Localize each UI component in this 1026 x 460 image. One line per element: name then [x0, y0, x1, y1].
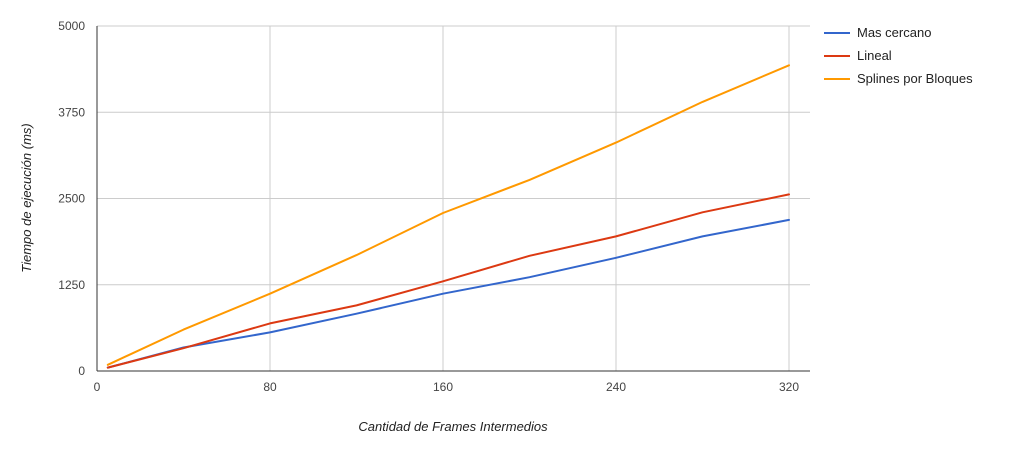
x-tick-label: 0: [94, 380, 101, 394]
x-tick-label: 80: [263, 380, 277, 394]
y-tick-label: 0: [78, 364, 85, 378]
axes: 0 1250 2500 3750 5000 0 80 160 240 320: [58, 19, 810, 394]
legend: Mas cercano Lineal Splines por Bloques: [824, 25, 973, 86]
series-line-1: [106, 193, 790, 369]
y-tick-label: 2500: [58, 192, 85, 206]
x-tick-label: 240: [606, 380, 626, 394]
series-line-2: [106, 64, 790, 366]
y-axis-title: Tiempo de ejecución (ms): [19, 123, 34, 272]
x-tick-label: 160: [433, 380, 453, 394]
legend-label: Mas cercano: [857, 25, 931, 40]
y-tick-label: 5000: [58, 19, 85, 33]
y-tick-label: 1250: [58, 278, 85, 292]
legend-label: Splines por Bloques: [857, 71, 973, 86]
series-line-0: [106, 218, 790, 369]
x-axis-title: Cantidad de Frames Intermedios: [358, 419, 548, 434]
legend-label: Lineal: [857, 48, 892, 63]
x-tick-label: 320: [779, 380, 799, 394]
y-tick-label: 3750: [58, 105, 85, 119]
series-lines: [106, 64, 790, 369]
grid-lines: [97, 25, 810, 371]
